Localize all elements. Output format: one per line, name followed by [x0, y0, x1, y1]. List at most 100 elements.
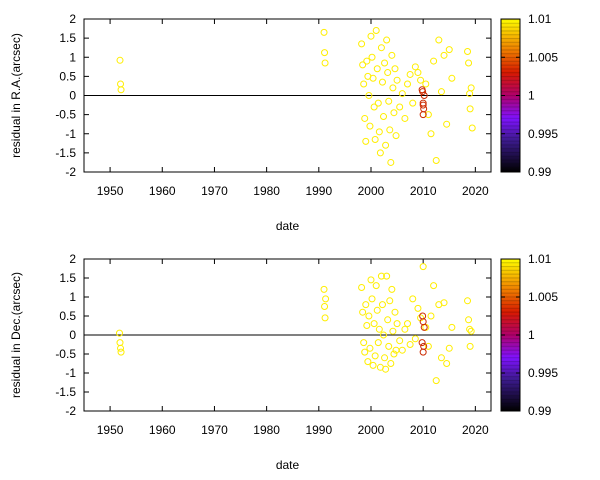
colorbar-tick-label: 0.99	[528, 165, 552, 179]
data-point	[378, 301, 386, 309]
data-point	[409, 99, 417, 107]
data-point	[396, 103, 404, 111]
data-point	[383, 36, 391, 44]
colorbar: 0.99 0.995 1 1.005 1.01	[500, 252, 558, 418]
data-point	[366, 122, 374, 130]
data-point	[365, 312, 373, 320]
data-point	[464, 297, 472, 305]
data-point	[389, 84, 397, 92]
data-point	[368, 295, 376, 303]
x-tick-label: 1970	[201, 184, 228, 198]
colorbar-tick-label: 1.005	[528, 290, 558, 304]
data-point	[322, 295, 330, 303]
data-point	[432, 157, 440, 165]
data-point	[466, 105, 474, 113]
data-point	[367, 276, 375, 284]
data-point	[435, 36, 443, 44]
x-tick-label: 1970	[201, 423, 228, 437]
data-point	[392, 132, 400, 140]
data-point	[464, 48, 472, 56]
data-point	[117, 80, 125, 88]
x-tick-label: 1950	[97, 184, 124, 198]
y-tick-label: -1	[65, 127, 76, 141]
y-axis-label: residual in Dec.(arcsec)	[9, 272, 23, 398]
data-point	[440, 299, 448, 307]
data-point	[360, 339, 368, 347]
data-point	[380, 113, 388, 121]
data-point	[115, 329, 123, 337]
data-point	[389, 327, 397, 335]
data-point	[374, 99, 382, 107]
data-point	[371, 135, 379, 143]
data-point	[381, 59, 389, 67]
data-point	[437, 354, 445, 362]
data-point	[467, 84, 475, 92]
y-tick-label: 0	[69, 89, 76, 103]
y-tick-label: 2	[69, 252, 76, 266]
colorbar-stripes	[501, 19, 520, 172]
data-point	[363, 322, 371, 329]
data-point	[363, 57, 371, 65]
y-axis-label: residual in R.A.(arcsec)	[9, 33, 23, 158]
data-point	[368, 53, 376, 61]
data-point	[414, 304, 422, 312]
data-point	[358, 40, 366, 48]
data-point	[377, 44, 385, 52]
data-point	[367, 32, 375, 40]
data-point	[381, 354, 389, 362]
x-tick-label: 2020	[462, 423, 489, 437]
data-point	[375, 325, 383, 333]
data-point	[359, 308, 367, 316]
data-point	[468, 124, 476, 132]
y-tick-label: -2	[65, 165, 76, 179]
y-tick-label: 0	[69, 328, 76, 342]
data-point	[445, 344, 453, 352]
data-point	[360, 80, 368, 88]
data-point	[422, 80, 430, 88]
data-point	[384, 69, 392, 77]
panel-ra: -2 -1.5 -1 -0.5 0 0.5 1 1.5 2 1950 1960 1970 1980 199…	[9, 12, 558, 233]
data-point	[420, 323, 428, 331]
data-point	[424, 342, 432, 350]
colorbar-tick-label: 1	[528, 89, 535, 103]
data-point	[398, 90, 406, 98]
x-tick-label: 1960	[149, 423, 176, 437]
colorbar-tick-label: 0.995	[528, 127, 558, 141]
x-axis-label: date	[276, 219, 300, 233]
colorbar-tick-label: 0.995	[528, 366, 558, 380]
data-point	[371, 352, 379, 360]
data-point	[388, 285, 396, 293]
data-point	[419, 263, 427, 271]
data-point	[386, 126, 394, 134]
data-point	[445, 46, 453, 54]
data-point	[320, 285, 328, 293]
x-tick-label: 1980	[253, 184, 280, 198]
data-point	[376, 149, 384, 157]
data-point	[437, 88, 445, 96]
data-point	[411, 335, 419, 343]
data-point	[370, 320, 378, 328]
data-point	[117, 344, 125, 352]
data-point	[372, 26, 380, 34]
data-point	[391, 65, 399, 73]
y-tick-label: -0.5	[55, 347, 76, 361]
data-point	[417, 76, 425, 84]
data-point	[411, 63, 419, 71]
data-point	[364, 358, 372, 366]
panel-dec: -2 -1.5 -1 -0.5 0 0.5 1 1.5 2 1950 1960 1970 1980 199…	[9, 252, 558, 472]
data-point	[432, 377, 440, 385]
data-point	[362, 137, 370, 145]
x-tick-label: 1980	[253, 423, 280, 437]
data-point	[383, 272, 391, 280]
y-tick-label: 0.5	[59, 69, 76, 83]
data-point	[387, 158, 395, 166]
data-point	[358, 284, 366, 291]
data-point	[378, 78, 386, 86]
y-tick-label: -2	[65, 404, 76, 418]
data-point	[390, 109, 398, 117]
data-point	[465, 316, 473, 324]
data-point	[359, 61, 367, 69]
colorbar-tick-label: 1.005	[528, 50, 558, 64]
y-tick-label: 0.5	[59, 309, 76, 323]
data-point	[430, 57, 438, 65]
